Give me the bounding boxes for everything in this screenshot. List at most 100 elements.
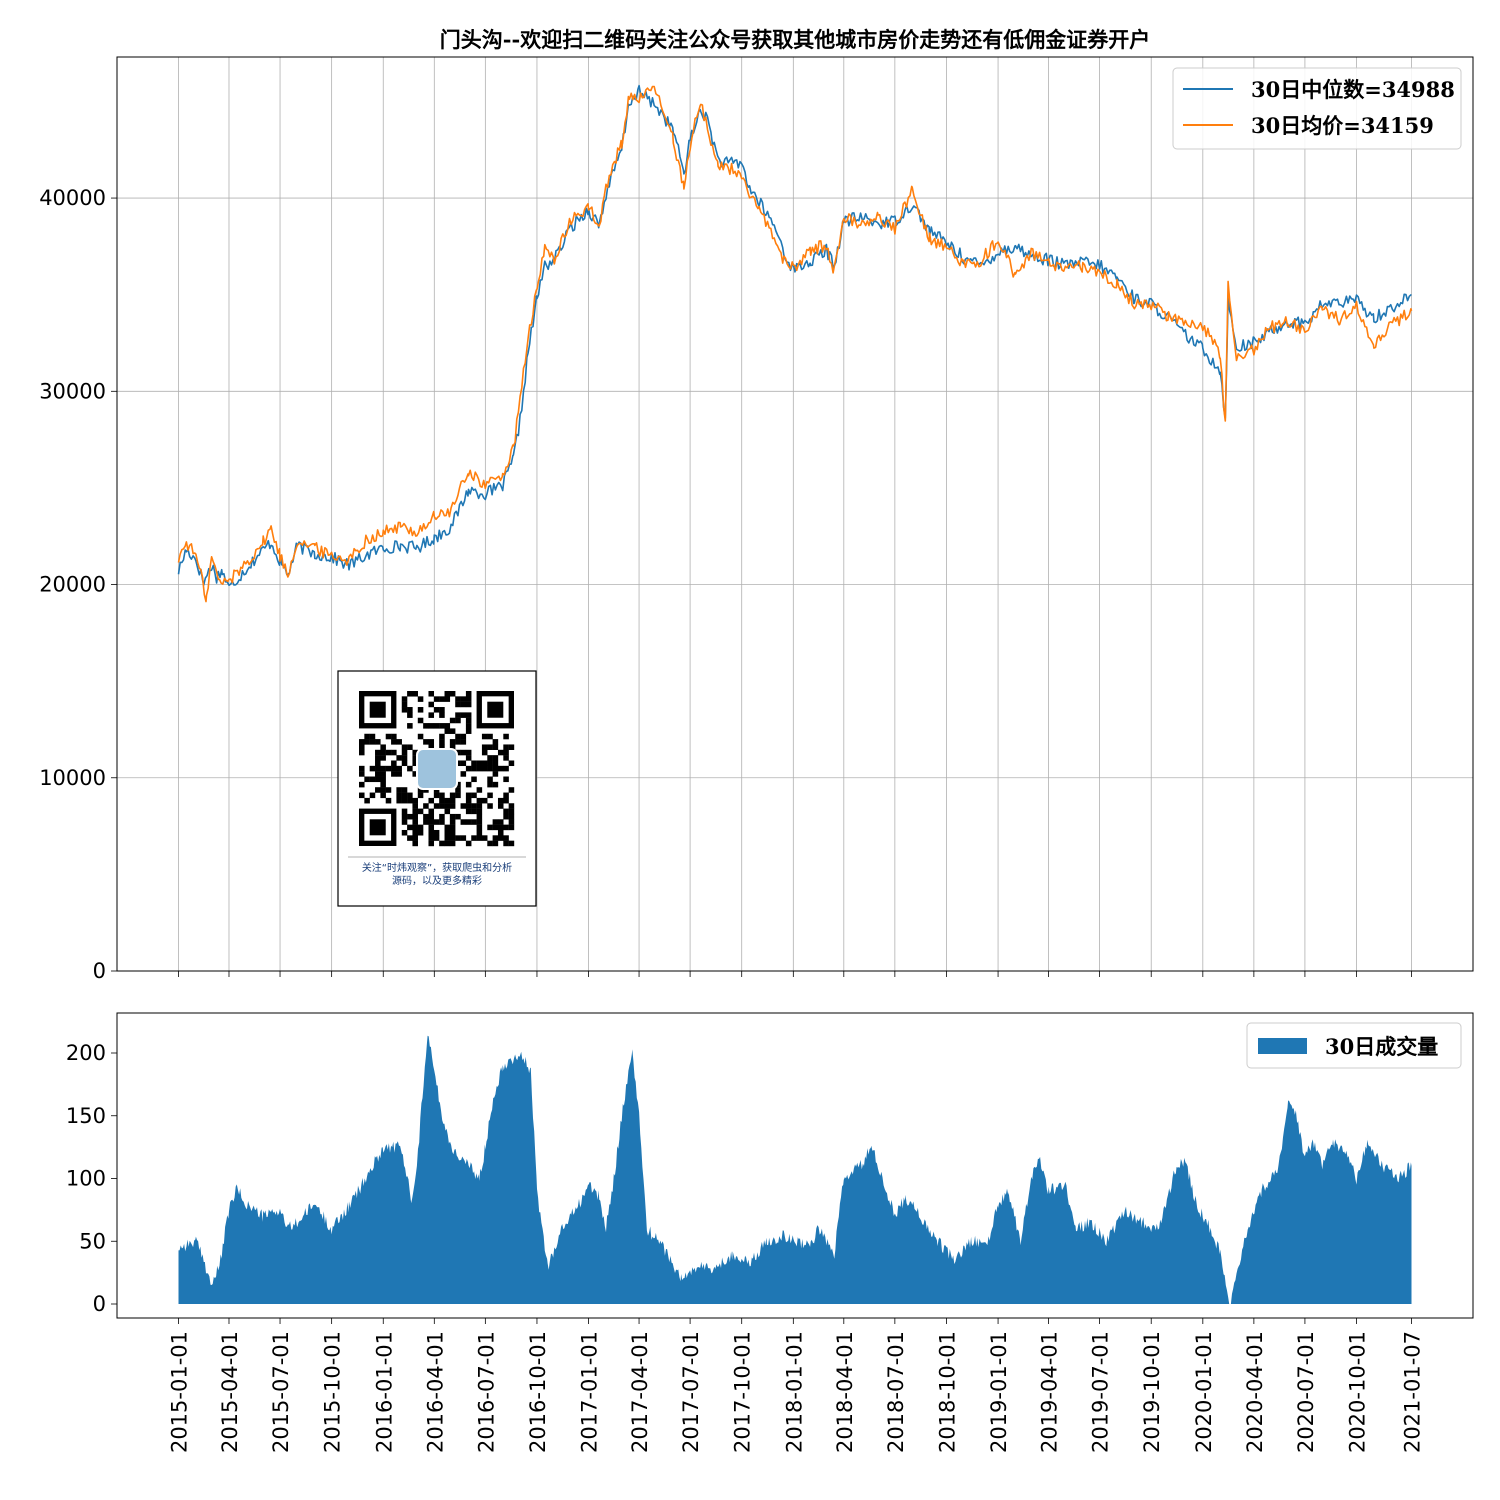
qr-module — [369, 765, 376, 772]
x-tick-label: 2018-10-01 — [936, 1331, 960, 1453]
qr-module — [471, 792, 477, 799]
qr-module — [471, 819, 477, 825]
qr-module — [391, 733, 397, 740]
qr-module — [417, 696, 424, 702]
qr-module — [369, 792, 376, 799]
qr-module — [449, 835, 456, 841]
qr-module — [492, 755, 499, 761]
volume-series — [178, 1035, 1412, 1304]
qr-module — [439, 803, 445, 809]
qr-module — [428, 808, 435, 815]
qr-module — [508, 760, 515, 767]
qr-module — [449, 797, 456, 804]
qr-module — [471, 776, 477, 783]
x-tick-label: 2021-01-07 — [1401, 1331, 1425, 1453]
qr-module — [407, 824, 413, 831]
qr-module — [439, 840, 445, 847]
qr-module — [465, 755, 472, 761]
qr-module — [439, 707, 445, 713]
qr-module — [417, 717, 424, 724]
qr-module — [401, 797, 408, 804]
qr-module — [492, 739, 499, 745]
qr-module — [412, 840, 418, 847]
qr-module — [471, 808, 477, 815]
qr-module — [401, 760, 408, 767]
x-tick-label: 2016-10-01 — [526, 1331, 550, 1453]
qr-module — [471, 765, 477, 772]
qr-module — [412, 797, 418, 804]
qr-module — [465, 691, 472, 697]
qr-module — [449, 840, 456, 847]
qr-module — [380, 792, 386, 799]
qr-module — [449, 813, 456, 820]
x-tick-label: 2019-10-01 — [1140, 1331, 1164, 1453]
qr-module — [433, 835, 440, 841]
qr-module — [497, 835, 504, 841]
qr-module — [487, 792, 493, 799]
qr-module — [508, 840, 515, 847]
qr-module — [375, 771, 381, 777]
qr-module — [476, 787, 483, 793]
qr-module — [503, 792, 509, 799]
qr-module — [481, 749, 488, 756]
qr-module — [465, 749, 472, 756]
qr-module — [508, 824, 515, 831]
price-y-tick-label: 40000 — [39, 186, 106, 210]
qr-module — [428, 744, 435, 750]
qr-module — [455, 792, 461, 799]
qr-module — [465, 781, 472, 788]
qr-module — [439, 744, 445, 750]
qr-module — [359, 792, 365, 799]
x-tick-label: 2019-01-01 — [987, 1331, 1011, 1453]
qr-module — [460, 733, 467, 740]
qr-module — [476, 835, 483, 841]
qr-module — [503, 744, 509, 750]
qr-module — [460, 760, 467, 767]
x-tick-label: 2017-10-01 — [731, 1331, 755, 1453]
qr-module — [449, 829, 456, 836]
qr-module — [503, 840, 509, 847]
qr-caption-line-1: 关注“时炜观察”，获取爬虫和分析 — [362, 861, 512, 874]
qr-module — [460, 819, 467, 825]
qr-module — [396, 771, 402, 777]
price-axes-frame — [116, 56, 1474, 972]
qr-module — [417, 829, 424, 836]
qr-module — [359, 749, 365, 756]
legend-label-median: 30日中位数=34988 — [1251, 77, 1455, 102]
legend-label-mean: 30日均价=34159 — [1251, 113, 1434, 138]
x-tick-label: 2017-04-01 — [628, 1331, 652, 1453]
qr-module — [380, 755, 386, 761]
qr-module — [428, 840, 435, 847]
x-tick-label: 2017-07-01 — [679, 1331, 703, 1453]
qr-module — [401, 707, 408, 713]
price-y-tick-label: 0 — [93, 959, 106, 983]
qr-module — [444, 835, 451, 841]
qr-module — [412, 771, 418, 777]
qr-module — [412, 835, 418, 841]
qr-module — [487, 765, 493, 772]
qr-module — [428, 701, 435, 708]
volume-panel: 0 50 100 150 200 2015-01-01 2015-04-01 2015-07… — [66, 1012, 1474, 1453]
qr-module — [428, 797, 435, 804]
qr-module — [401, 744, 408, 750]
qr-module — [492, 819, 499, 825]
qr-module — [359, 744, 365, 750]
x-tick-label: 2019-07-01 — [1089, 1331, 1113, 1453]
qr-module — [433, 696, 440, 702]
qr-module — [433, 792, 440, 799]
x-tick-label: 2016-07-01 — [474, 1331, 498, 1453]
qr-module — [428, 835, 435, 841]
qr-module — [487, 840, 493, 847]
qr-module — [455, 739, 461, 745]
qr-module — [423, 723, 429, 729]
qr-module — [497, 765, 504, 772]
volume-y-ticks: 0 50 100 150 200 — [66, 1041, 117, 1316]
qr-module — [439, 739, 445, 745]
qr-module — [487, 824, 493, 831]
qr-avatar — [416, 748, 458, 790]
qr-module — [412, 824, 418, 831]
volume-y-tick-label: 0 — [93, 1292, 106, 1316]
qr-module — [412, 829, 418, 836]
qr-module — [439, 813, 445, 820]
qr-module — [380, 781, 386, 788]
